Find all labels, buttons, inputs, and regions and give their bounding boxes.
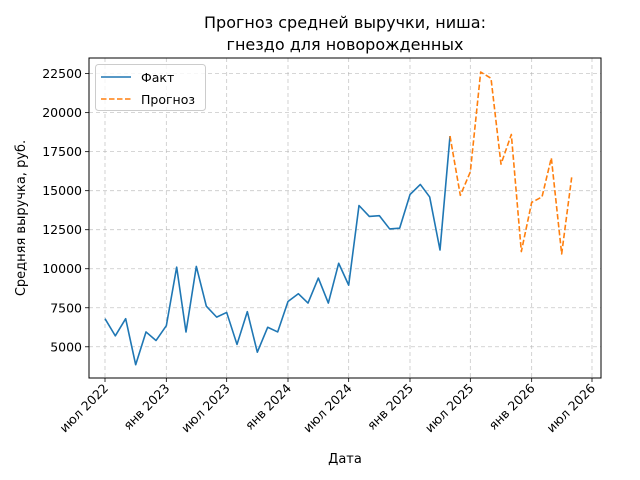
y-tick-label: 7500: [50, 300, 82, 315]
series-line-forecast: [449, 71, 573, 255]
legend-label-forecast: Прогноз: [141, 92, 195, 107]
y-tick-label: 20000: [42, 105, 82, 120]
legend-label-fact: Факт: [141, 70, 174, 85]
legend: Факт Прогноз: [95, 64, 206, 111]
y-tick-label: 10000: [42, 261, 82, 276]
legend-box: [95, 64, 206, 111]
chart-title-line-1: Прогноз средней выручки, ниша:: [204, 13, 486, 32]
chart-title-line-2: гнездо для новорожденных: [227, 35, 464, 54]
y-tick-label: 12500: [42, 222, 82, 237]
y-axis-label: Средняя выручка, руб.: [14, 140, 29, 296]
series-line-fact: [104, 135, 451, 366]
y-tick-label: 22500: [42, 66, 82, 81]
y-tick-label: 5000: [50, 339, 82, 354]
y-tick-label: 15000: [42, 183, 82, 198]
plot-area-frame: [88, 57, 602, 379]
series-group: [104, 71, 573, 366]
x-axis-label: Дата: [328, 452, 362, 467]
y-tick-label: 17500: [42, 144, 82, 159]
y-axis-ticks: 5000 7500 10000 12500 15000 17500 20000 22500: [42, 66, 89, 354]
